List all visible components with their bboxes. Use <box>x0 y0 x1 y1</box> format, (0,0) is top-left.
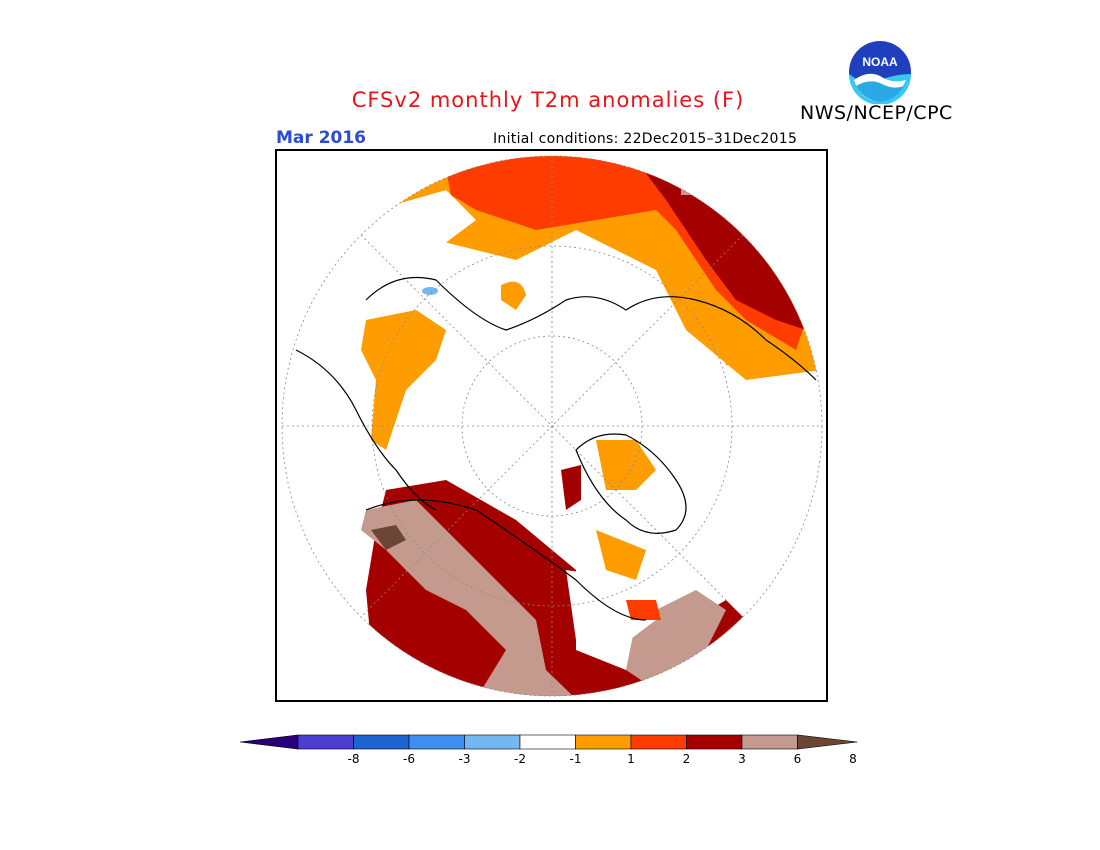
colorbar-tick-label: -2 <box>514 752 526 766</box>
colorbar-tick-label: 1 <box>627 752 635 766</box>
map-frame <box>275 149 828 702</box>
agency-label: NWS/NCEP/CPC <box>800 102 953 124</box>
colorbar-tick-label: -6 <box>403 752 415 766</box>
anomaly-region-alaska-brown <box>371 525 406 550</box>
colorbar-arrow-low <box>239 734 299 750</box>
colorbar-tick-label: 3 <box>738 752 746 766</box>
colorbar-swatch <box>297 734 354 750</box>
anomaly-region-north-america-6f <box>366 480 746 696</box>
forecast-month: Mar 2016 <box>276 128 367 148</box>
anomaly-region-east-siberia-6f <box>636 160 806 330</box>
colorbar-swatch <box>464 734 521 750</box>
colorbar-tick-label: 6 <box>793 752 802 766</box>
initial-conditions: Initial conditions: 22Dec2015–31Dec2015 <box>493 131 798 147</box>
map-title: CFSv2 monthly T2m anomalies (F) <box>351 88 745 112</box>
polar-anomaly-map <box>276 150 825 699</box>
noaa-logo: NOAA <box>849 41 911 104</box>
colorbar-swatch <box>519 734 576 750</box>
anomaly-region-arctic-canada-3f <box>561 465 581 510</box>
anomaly-region-north-america-8f <box>361 500 576 696</box>
anomaly-region-baffin-1f <box>596 530 646 580</box>
anomaly-region-small-cold <box>422 287 438 295</box>
anomaly-region-labrador-2f <box>626 600 661 620</box>
colorbar-arrow-high <box>797 734 858 750</box>
anomaly-region-siberia-3f <box>446 156 656 230</box>
colorbar-swatch <box>408 734 465 750</box>
colorbar-tick-label: -1 <box>569 752 582 766</box>
colorbar-tick-label: 8 <box>849 752 857 766</box>
colorbar-tick-label: -3 <box>458 752 471 766</box>
anomaly-region-greenland-1f <box>596 440 656 490</box>
anomaly-region-east-asia-1f <box>716 325 776 370</box>
colorbar-tick-label: -8 <box>347 752 360 766</box>
colorbar-swatch <box>630 734 687 750</box>
anomaly-region-barents-1f <box>501 281 526 310</box>
colorbar <box>239 734 858 750</box>
colorbar-swatch <box>575 734 632 750</box>
colorbar-tick-label: 2 <box>682 752 691 766</box>
anomaly-region-europe-1f <box>361 310 446 450</box>
colorbar-swatch <box>741 734 798 750</box>
noaa-logo-text: NOAA <box>862 55 898 69</box>
colorbar-swatch <box>353 734 410 750</box>
colorbar-swatch <box>686 734 743 750</box>
